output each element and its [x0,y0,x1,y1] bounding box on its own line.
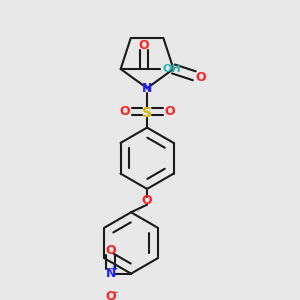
Text: O: O [164,105,175,118]
Text: N: N [142,82,152,95]
Text: O: O [142,194,152,207]
Text: N: N [105,267,116,280]
Text: S: S [142,106,152,120]
Text: O: O [119,105,130,118]
Text: O: O [105,244,116,257]
Text: +: + [110,264,118,274]
Text: OH: OH [162,64,181,74]
Text: O: O [139,38,149,52]
Text: ⁻: ⁻ [112,290,118,300]
Text: O: O [105,290,116,300]
Text: O: O [195,71,206,84]
